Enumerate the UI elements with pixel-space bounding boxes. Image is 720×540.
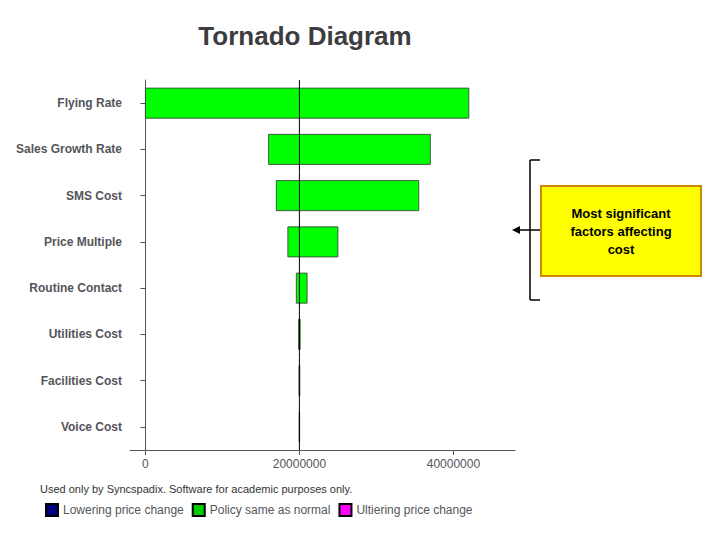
svg-text:40000000: 40000000 <box>427 457 481 471</box>
svg-text:Flying Rate: Flying Rate <box>57 96 122 110</box>
svg-text:0: 0 <box>142 457 149 471</box>
svg-text:20000000: 20000000 <box>273 457 327 471</box>
svg-text:Utilities Cost: Utilities Cost <box>49 327 122 341</box>
svg-text:Facilities Cost: Facilities Cost <box>41 374 122 388</box>
svg-text:Sales Growth Rate: Sales Growth Rate <box>16 142 122 156</box>
svg-text:Routine Contact: Routine Contact <box>29 281 122 295</box>
svg-text:Ultiering price change: Ultiering price change <box>356 503 472 517</box>
svg-text:SMS Cost: SMS Cost <box>66 189 122 203</box>
svg-text:cost: cost <box>608 242 635 257</box>
svg-text:Price Multiple: Price Multiple <box>44 235 122 249</box>
svg-text:Tornado Diagram: Tornado Diagram <box>198 21 411 51</box>
svg-text:Used only by Syncspadix. Softw: Used only by Syncspadix. Software for ac… <box>40 483 352 495</box>
svg-text:Lowering price change: Lowering price change <box>63 503 184 517</box>
svg-text:factors affecting: factors affecting <box>570 224 671 239</box>
svg-text:Voice Cost: Voice Cost <box>61 420 122 434</box>
svg-text:Policy same as normal: Policy same as normal <box>210 503 331 517</box>
svg-text:Most significant: Most significant <box>572 206 672 221</box>
